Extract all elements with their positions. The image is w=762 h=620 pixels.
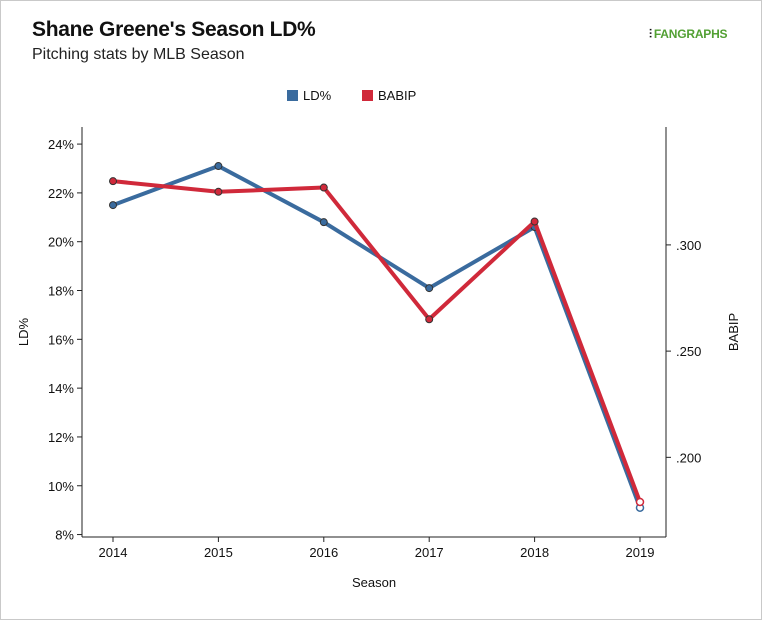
x-tick-label: 2017 [415, 545, 444, 560]
babip-data-point [319, 183, 328, 192]
fangraphs-logo-text: FANGRAPHS [653, 27, 728, 41]
x-tick-label: 2018 [520, 545, 549, 560]
y-left-tick-label: 22% [48, 186, 74, 201]
ld-data-point [214, 162, 223, 171]
y-right-tick-label: .300 [676, 238, 701, 253]
legend: LD% BABIP [287, 88, 416, 103]
x-tick-label: 2015 [204, 545, 233, 560]
chart-subtitle: Pitching stats by MLB Season [32, 46, 245, 63]
y-left-tick-label: 20% [48, 235, 74, 250]
babip-data-point [214, 187, 223, 196]
fangraphs-logo: ⫶ FANGRAPHS [649, 27, 728, 42]
legend-swatch-babip [362, 90, 373, 101]
y-left-tick-label: 14% [48, 381, 74, 396]
legend-label-ld: LD% [303, 88, 332, 103]
legend-swatch-ld [287, 90, 298, 101]
x-tick-label: 2014 [99, 545, 128, 560]
x-tick-label: 2019 [626, 545, 655, 560]
x-tick-label: 2016 [309, 545, 338, 560]
babip-data-point [635, 497, 645, 507]
legend-label-babip: BABIP [378, 88, 416, 103]
babip-data-point [530, 217, 539, 226]
fangraphs-logo-icon: ⫶ [649, 27, 652, 41]
ld-series-line [111, 164, 642, 510]
y-right-tick-label: .250 [676, 344, 701, 359]
babip-data-point [425, 315, 434, 324]
y-left-tick-label: 24% [48, 137, 74, 152]
y-left-tick-label: 12% [48, 430, 74, 445]
y-axis-left-title: LD% [16, 317, 31, 346]
ld-data-point [425, 284, 434, 293]
babip-data-point [109, 177, 117, 186]
ld-data-point [319, 218, 328, 227]
babip-series-line [111, 179, 642, 504]
chart-title: Shane Greene's Season LD% [32, 18, 316, 41]
y-left-tick-label: 18% [48, 284, 74, 299]
y-left-tick-label: 10% [48, 479, 74, 494]
ld-data-point [109, 201, 117, 210]
chart-series [109, 162, 645, 512]
x-axis-title: Season [352, 575, 396, 590]
y-left-tick-label: 8% [55, 528, 74, 543]
y-axis-right-title: BABIP [726, 313, 741, 351]
y-left-tick-label: 16% [48, 332, 74, 347]
y-right-tick-label: .200 [676, 450, 701, 465]
chart-axes: 8% 10% 12% 14% 16% 18% 20% 22% 24% .200 .250 .300 20… [48, 127, 701, 560]
